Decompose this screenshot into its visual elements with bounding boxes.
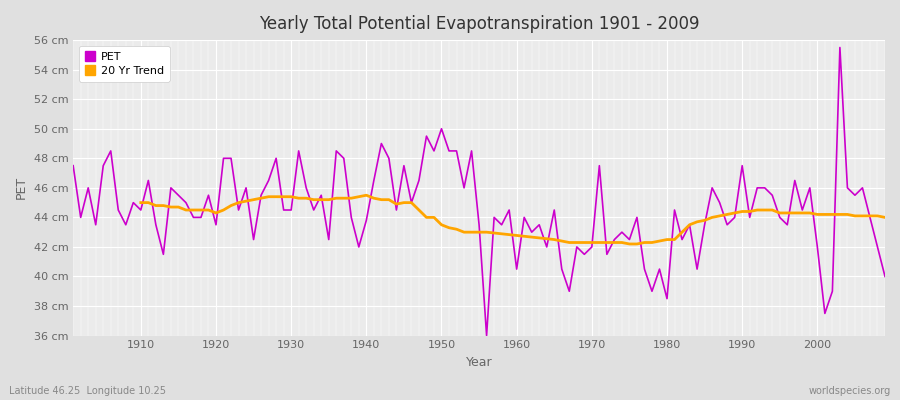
X-axis label: Year: Year [466,356,492,369]
Legend: PET, 20 Yr Trend: PET, 20 Yr Trend [78,46,169,82]
Text: Latitude 46.25  Longitude 10.25: Latitude 46.25 Longitude 10.25 [9,386,166,396]
Title: Yearly Total Potential Evapotranspiration 1901 - 2009: Yearly Total Potential Evapotranspiratio… [259,15,699,33]
Text: worldspecies.org: worldspecies.org [809,386,891,396]
Y-axis label: PET: PET [15,176,28,200]
